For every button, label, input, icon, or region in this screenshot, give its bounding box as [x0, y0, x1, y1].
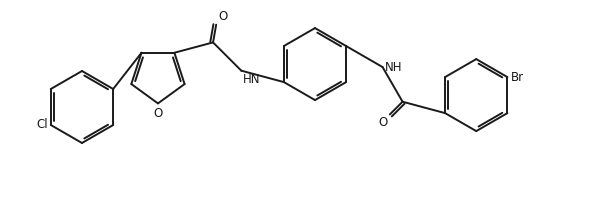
Text: HN: HN	[244, 73, 261, 86]
Text: O: O	[153, 107, 163, 120]
Text: Br: Br	[510, 71, 524, 84]
Text: O: O	[218, 10, 227, 23]
Text: NH: NH	[384, 61, 402, 74]
Text: Cl: Cl	[36, 118, 48, 132]
Text: O: O	[379, 117, 388, 129]
